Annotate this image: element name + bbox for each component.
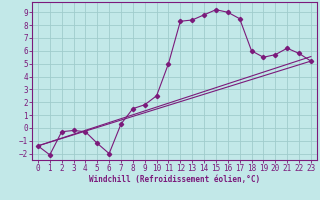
X-axis label: Windchill (Refroidissement éolien,°C): Windchill (Refroidissement éolien,°C)	[89, 175, 260, 184]
